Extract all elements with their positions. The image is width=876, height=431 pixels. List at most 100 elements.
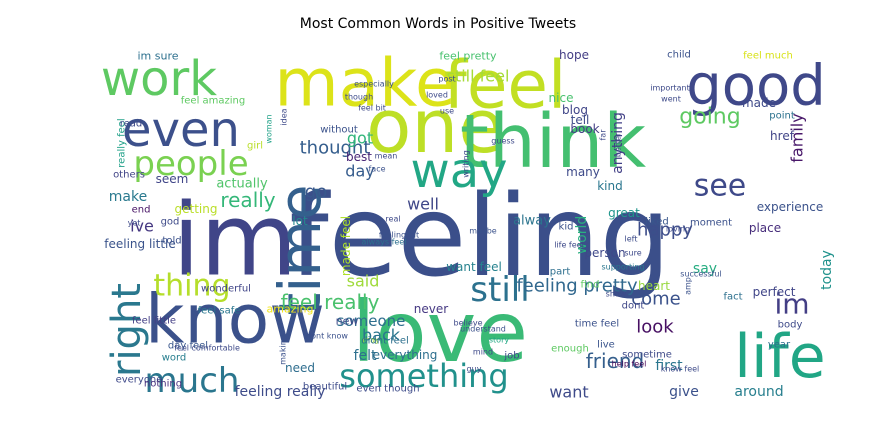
word-others: others <box>113 170 145 181</box>
word-feeling-bit: feeling bit <box>379 231 419 240</box>
word-world: world <box>574 216 590 255</box>
word-one: one <box>366 84 504 170</box>
word-tell: tell <box>571 113 590 127</box>
word-guy: guy <box>467 365 482 374</box>
word-feeling-little: feeling little <box>104 237 176 251</box>
word-person: person <box>584 246 625 260</box>
word-today: today <box>819 250 835 290</box>
word-im-sure: im sure <box>137 50 178 63</box>
word-woman: woman <box>265 114 274 143</box>
word-went: went <box>661 95 681 104</box>
word-sure: sure <box>624 249 641 258</box>
word-even: even <box>122 102 240 158</box>
word-alway: alway <box>513 214 551 229</box>
word-time: time <box>266 184 334 315</box>
word-book: book <box>570 122 599 136</box>
word-left: left <box>625 235 638 244</box>
word-face: face <box>368 165 385 174</box>
word-someone: someone <box>337 312 406 330</box>
word-liked: liked <box>645 217 669 228</box>
word-word: word <box>162 353 187 364</box>
word-actually: actually <box>216 177 268 192</box>
word-right: right <box>104 283 150 377</box>
word-show: show <box>606 290 627 299</box>
word-especially: especially <box>354 80 394 89</box>
word-feel-much: feel much <box>743 51 793 62</box>
word-something: something <box>339 357 508 395</box>
word-story: story <box>489 336 509 345</box>
word-need: need <box>285 361 315 375</box>
word-nice: nice <box>549 91 574 105</box>
word-mind: mind <box>473 348 493 357</box>
word-im: im <box>774 288 809 321</box>
word-amp: amp <box>684 277 693 295</box>
word-help-feel: help feel <box>612 360 647 369</box>
word-friend: friend <box>586 349 645 373</box>
word-better: better <box>614 132 623 157</box>
word-writing: writing <box>462 150 471 178</box>
word-thought: thought <box>300 138 371 159</box>
word-post: post <box>438 75 455 84</box>
word-kid: kid <box>559 222 574 233</box>
word-experience: experience <box>757 200 824 214</box>
word-though: though <box>345 93 373 102</box>
word-go: go <box>305 182 327 203</box>
word-yet: yet <box>128 219 141 228</box>
word-real: real <box>385 215 400 224</box>
word-come: come <box>631 289 681 310</box>
word-told: told <box>162 236 181 247</box>
word-say: say <box>693 261 717 277</box>
word-important: important <box>650 84 690 93</box>
word-know: know <box>145 281 325 360</box>
word-moment: moment <box>690 218 732 229</box>
word-href: href <box>770 129 795 143</box>
word-girl: girl <box>247 141 263 152</box>
word-good: good <box>686 54 826 119</box>
word-made: made <box>742 96 776 110</box>
word-much: much <box>145 361 240 401</box>
word-without: without <box>320 125 358 136</box>
chart-title: Most Common Words in Positive Tweets <box>299 16 577 32</box>
word-way: way <box>410 143 507 199</box>
word-place: place <box>749 221 781 235</box>
word-feel: feel <box>444 47 567 124</box>
word-far: far <box>599 129 608 141</box>
word-want-feel: want feel <box>446 260 502 274</box>
word-year: year <box>768 340 791 351</box>
word-feel-amazing: feel amazing <box>181 96 246 107</box>
word-loving: loving <box>666 225 690 234</box>
word-happy: happy <box>637 220 693 241</box>
word-first: first <box>655 358 683 374</box>
word-enough: enough <box>551 344 589 355</box>
word-always-feel: always feel <box>362 238 407 247</box>
word-god: god <box>161 217 180 228</box>
word-blog: blog <box>562 103 588 117</box>
word-make: make <box>109 189 147 205</box>
word-give: give <box>669 384 699 400</box>
word-going: going <box>679 105 740 130</box>
word-new: new <box>336 315 359 328</box>
word-love: love <box>352 283 528 381</box>
word-child: child <box>667 50 691 61</box>
word-feel-pretty: feel pretty <box>439 50 497 63</box>
word-body: body <box>778 320 803 331</box>
word-feeling-really: feeling really <box>235 384 326 400</box>
word-feel-comfortable: feel comfortable <box>174 344 240 353</box>
word-dont-know: dont know <box>306 332 348 341</box>
word-feel-safe: feel safe <box>198 306 241 317</box>
word-people: people <box>133 144 248 184</box>
word-still-feel: still feel <box>447 67 510 86</box>
word-felt: felt <box>354 348 377 364</box>
word-life-feel: life feel <box>554 241 584 250</box>
word-feel-bit: feel bit <box>358 104 386 113</box>
word-made-feel: made feel <box>339 216 353 276</box>
word-kind: kind <box>597 179 623 193</box>
word-live: live <box>597 340 615 351</box>
word-everything: everything <box>373 348 438 362</box>
word-even-though: even though <box>356 384 419 395</box>
word-part: part <box>550 267 571 278</box>
word-beautiful: beautiful <box>303 382 347 393</box>
word-feeling: feeling <box>289 172 671 302</box>
word-look: look <box>636 317 674 338</box>
